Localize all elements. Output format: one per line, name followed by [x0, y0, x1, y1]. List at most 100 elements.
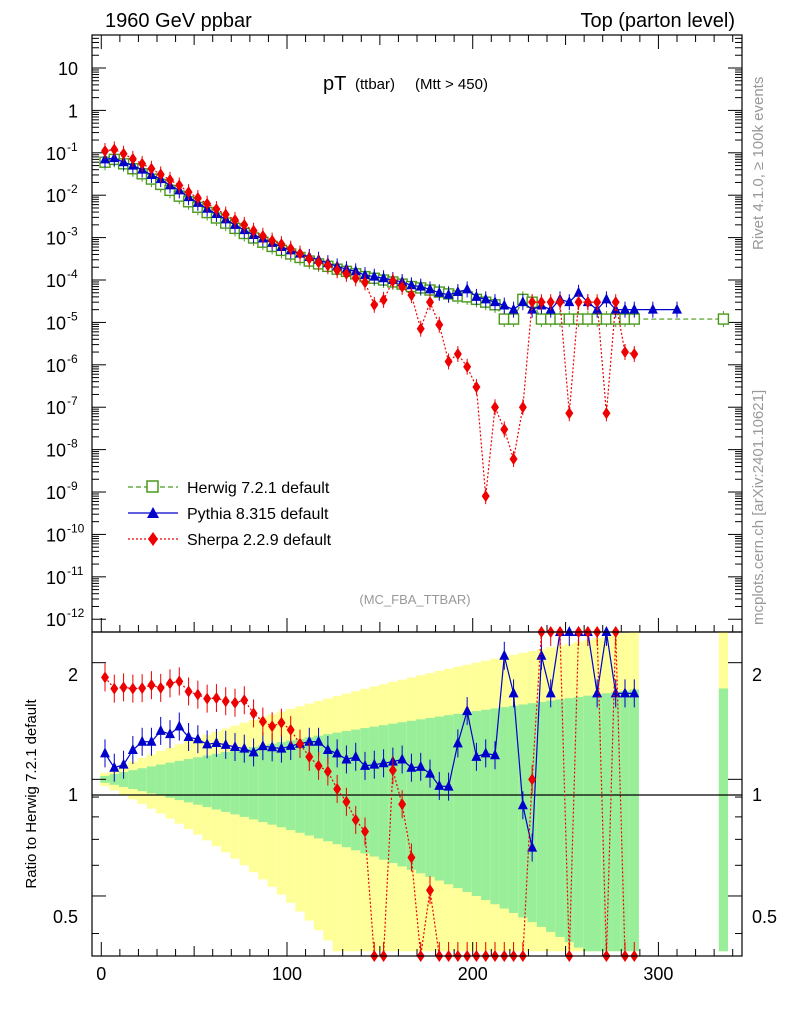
y-tick-label-exponent: -7: [67, 394, 78, 408]
ratio-tick-right-1: 1: [752, 785, 762, 805]
ratio-point-pythia: [192, 733, 203, 744]
ratio-point-sherpa: [407, 851, 416, 864]
y-tick-label-exponent: -11: [67, 564, 84, 578]
data-point-pythia: [508, 303, 519, 314]
ratio-point-pythia: [406, 761, 417, 772]
data-point-sherpa: [509, 453, 518, 466]
legend-label-pythia: Pythia 8.315 default: [187, 506, 329, 523]
data-point-pythia: [629, 303, 640, 314]
y-tick-label-1e-4: 10: [46, 271, 66, 291]
data-point-pythia: [415, 280, 426, 291]
ratio-point-pythia: [629, 687, 640, 698]
ratio-band-inner: [481, 709, 491, 901]
data-point-sherpa: [463, 360, 472, 373]
legend-entry-pythia: Pythia 8.315 default: [128, 506, 329, 523]
data-point-pythia: [360, 269, 370, 280]
ratio-band-inner: [118, 772, 129, 787]
ratio-band-inner: [239, 748, 249, 817]
y-tick-label-10: 10: [58, 59, 78, 79]
data-point-sherpa: [361, 276, 369, 289]
ratio-point-pythia: [155, 724, 166, 735]
data-point-pythia: [490, 296, 500, 307]
plot-title-main: pT: [323, 73, 346, 95]
ratio-band-inner: [193, 757, 203, 805]
data-point-sherpa: [379, 293, 388, 306]
upper-series-group: [99, 141, 730, 505]
ratio-band-inner: [295, 738, 305, 833]
ratio-band-inner: [267, 743, 277, 825]
data-point-pythia: [564, 296, 575, 307]
ratio-band-inner: [128, 770, 138, 790]
plot-title-sub2: (Mtt > 450): [415, 76, 488, 93]
ratio-point-sherpa: [268, 720, 277, 733]
data-point-sherpa: [184, 186, 193, 199]
ratio-point-sherpa: [426, 884, 434, 897]
data-point-sherpa: [556, 296, 564, 309]
ratio-point-pythia: [378, 757, 389, 768]
data-point-pythia: [672, 303, 682, 314]
ratio-point-pythia: [127, 743, 138, 754]
upper-panel: 10 1 10-110-210-310-410-510-610-710 -810-…: [46, 34, 743, 633]
ratio-point-pythia: [610, 687, 621, 698]
y-tick-label-1e-3: 10: [46, 229, 66, 249]
ratio-band-inner: [629, 689, 639, 952]
ratio-point-sherpa: [101, 671, 109, 684]
y-tick-label-1e-11: 10: [46, 568, 66, 588]
y-tick-label-exponent: -5: [67, 309, 78, 323]
ratio-band-inner: [165, 762, 175, 798]
data-point-herwig: [572, 313, 585, 325]
ratio-y-axis-label: Ratio to Herwig 7.2.1 default: [23, 699, 40, 889]
ratio-band-inner: [555, 699, 565, 937]
legend-marker-sherpa: [148, 532, 158, 546]
data-point-sherpa: [147, 162, 156, 175]
x-tick-label-300: 300: [643, 964, 673, 984]
data-point-pythia: [443, 288, 454, 299]
lower-panel: Ratio to Herwig 7.2.1 default 2 1 0.5 2 …: [23, 626, 777, 962]
ratio-point-sherpa: [277, 716, 286, 729]
ratio-point-sherpa: [221, 695, 230, 708]
series-line-2: [104, 148, 635, 497]
ratio-line-1: [104, 631, 635, 848]
y-tick-label-exponent: -8: [67, 437, 78, 451]
ratio-point-pythia: [248, 746, 259, 757]
data-point-sherpa: [305, 252, 314, 265]
data-point-pythia: [647, 303, 658, 314]
ratio-band-inner: [564, 698, 574, 943]
ratio-band-inner: [174, 760, 184, 801]
ratio-point-sherpa: [286, 723, 295, 736]
ratio-point-pythia: [536, 649, 547, 660]
ratio-tick-right-0.5: 0.5: [752, 907, 777, 927]
data-point-sherpa: [240, 218, 249, 231]
y-tick-label-1e-6: 10: [46, 356, 66, 376]
ratio-band-inner: [462, 712, 472, 892]
y-tick-label-1e-7: 10: [46, 398, 66, 418]
ratio-point-pythia: [341, 753, 352, 764]
ratio-tick-left-1: 1: [68, 785, 78, 805]
rivet-version-label: Rivet 4.1.0, ≥ 100k events: [750, 77, 767, 250]
ratio-band-inner: [146, 766, 157, 794]
data-point-sherpa: [583, 296, 592, 309]
ratio-band-inner: [499, 707, 509, 909]
legend-marker-herwig: [146, 480, 159, 493]
ratio-tick-right-2: 2: [752, 665, 762, 685]
data-point-sherpa: [630, 347, 639, 360]
ratio-band-inner: [416, 719, 426, 874]
ratio-tick-left-2: 2: [68, 665, 78, 685]
ratio-band-inner: [583, 695, 593, 952]
ratio-band-inner: [369, 726, 379, 857]
data-point-pythia: [425, 283, 435, 294]
ratio-point-pythia: [202, 738, 213, 749]
ratio-point-pythia: [322, 743, 333, 754]
data-point-sherpa: [119, 147, 128, 160]
ratio-point-pythia: [109, 761, 120, 772]
legend-label-sherpa: Sherpa 2.2.9 default: [187, 532, 332, 549]
ratio-band-inner: [601, 693, 612, 952]
data-point-sherpa: [314, 256, 323, 269]
data-point-sherpa: [101, 145, 109, 158]
y-tick-label-1e-10: 10: [46, 525, 66, 545]
data-point-pythia: [378, 272, 389, 283]
data-point-sherpa: [444, 355, 453, 368]
analysis-label: (MC_FBA_TTBAR): [359, 592, 470, 607]
data-point-sherpa: [500, 423, 509, 436]
